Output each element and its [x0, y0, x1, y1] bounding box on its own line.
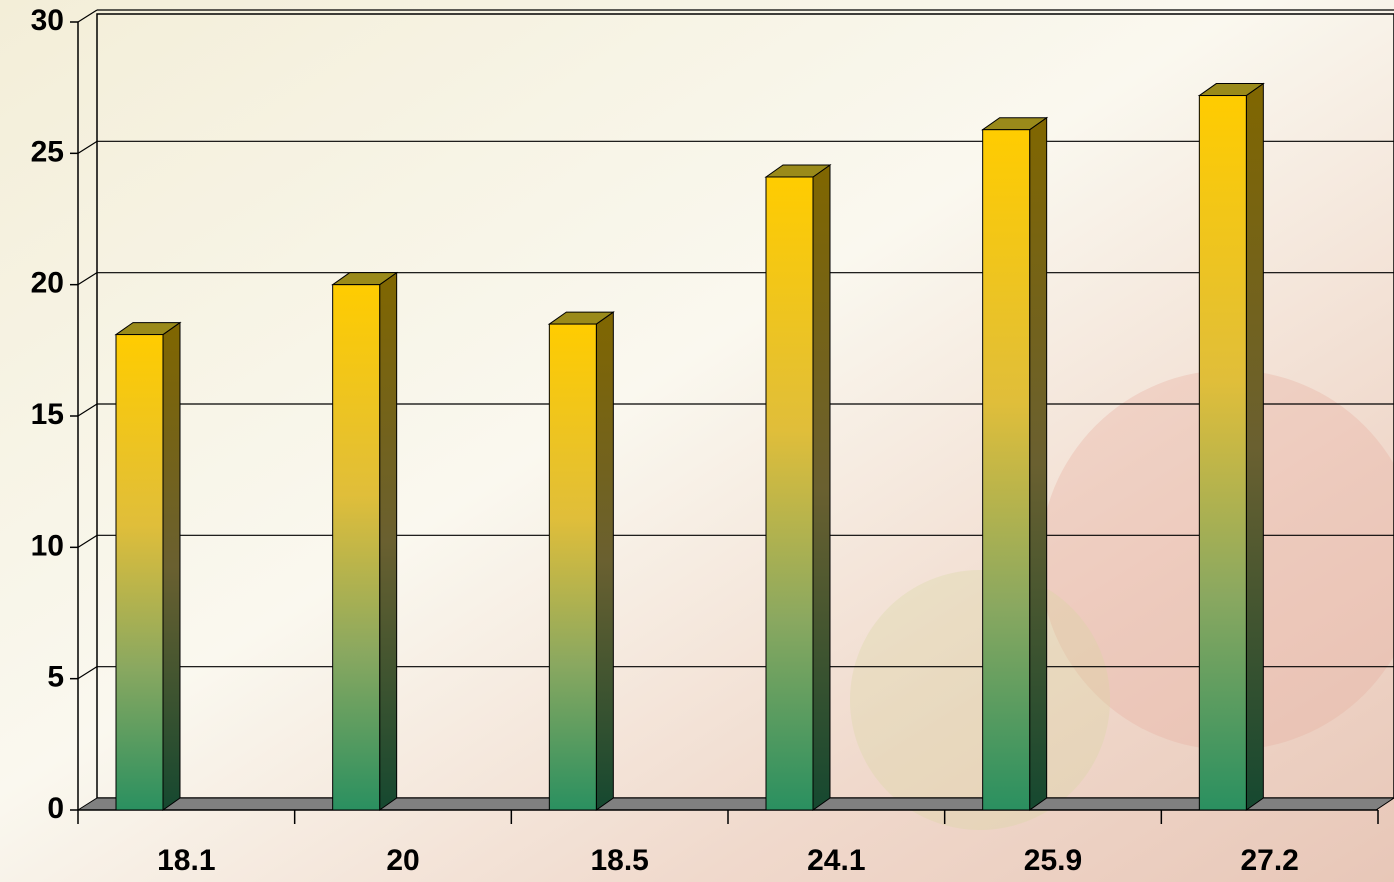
- bar-side: [379, 271, 398, 811]
- y-tick-label: 30: [31, 4, 64, 37]
- bar-side: [812, 164, 831, 811]
- bar: [765, 176, 814, 811]
- y-tick-label: 25: [31, 135, 64, 168]
- y-tick-label: 10: [31, 529, 64, 562]
- grid-line-side: [77, 140, 98, 154]
- grid-line-side: [77, 534, 98, 548]
- x-tick-label: 20: [386, 844, 419, 877]
- bar: [548, 323, 597, 811]
- background-decor: [850, 570, 1110, 830]
- grid-line-side: [77, 666, 98, 680]
- bar-side: [595, 311, 614, 811]
- y-tick-label: 0: [47, 792, 64, 825]
- y-tick-label: 5: [47, 661, 64, 694]
- x-tick-label: 18.5: [590, 844, 648, 877]
- grid-line-side: [77, 272, 98, 286]
- bar-side: [162, 321, 181, 811]
- grid-line-side: [77, 403, 98, 417]
- bar: [115, 334, 164, 811]
- x-tick-label: 25.9: [1024, 844, 1082, 877]
- bar: [332, 284, 381, 811]
- bar-side: [1245, 82, 1264, 811]
- bar: [982, 129, 1031, 811]
- x-tick-label: 27.2: [1240, 844, 1298, 877]
- y-tick-label: 20: [31, 267, 64, 300]
- bar-side: [1029, 116, 1048, 811]
- grid-line-side: [77, 9, 98, 23]
- x-tick-label: 24.1: [807, 844, 865, 877]
- bar: [1198, 95, 1247, 811]
- x-tick-label: 18.1: [157, 844, 215, 877]
- floor: [76, 797, 1394, 811]
- y-tick-label: 15: [31, 398, 64, 431]
